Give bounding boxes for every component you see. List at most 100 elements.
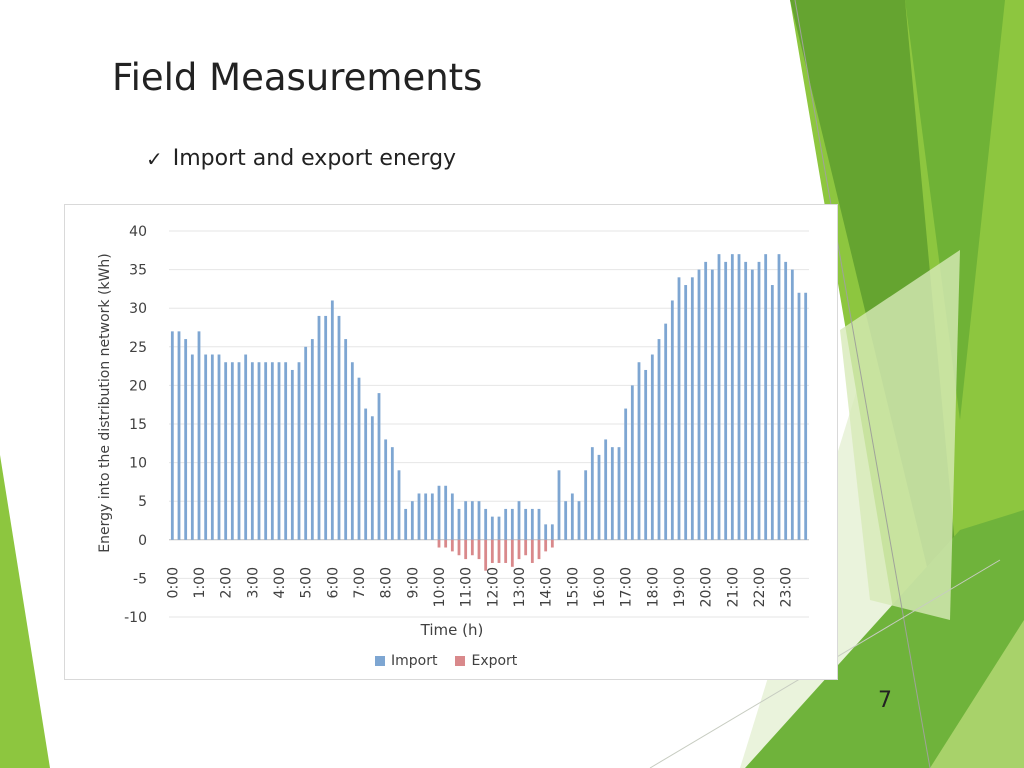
x-tick-label: 1:00 [192, 567, 208, 598]
import-bar [744, 261, 748, 540]
import-bar [270, 362, 274, 540]
import-bar [577, 501, 581, 540]
export-bar [524, 539, 528, 556]
y-tick-label: 10 [129, 456, 147, 472]
import-bar [690, 277, 694, 540]
x-tick-label: 23:00 [779, 567, 795, 607]
import-bar [490, 516, 494, 540]
import-bar [450, 493, 454, 540]
import-bar [304, 346, 308, 540]
import-bar [364, 408, 368, 540]
page-number: 7 [878, 688, 892, 713]
legend-label-import: Import [391, 653, 438, 669]
import-bar [177, 331, 181, 540]
x-tick-label: 8:00 [379, 567, 395, 598]
import-bar [684, 285, 688, 540]
import-bar [610, 447, 614, 540]
bar-chart: 40 35 30 25 20 15 10 5 0 -5 -10 0:00 1:00 2:00 3:00 4:0… [124, 224, 809, 626]
legend-swatch-import [375, 656, 385, 666]
bullet-text: Import and export energy [172, 146, 457, 171]
import-bar [550, 524, 554, 540]
import-bar [464, 501, 468, 540]
export-bar [530, 539, 534, 563]
import-bar [564, 501, 568, 540]
import-bar [590, 447, 594, 540]
import-bar [797, 292, 801, 540]
export-bar [497, 539, 501, 563]
x-tick-label: 12:00 [485, 567, 501, 607]
import-bar [317, 315, 321, 540]
import-bar [710, 269, 714, 540]
import-bar [584, 470, 588, 540]
y-tick-label: 20 [129, 378, 147, 394]
export-bar [477, 539, 481, 560]
x-tick-label: 7:00 [352, 567, 368, 598]
y-tick-label: 25 [129, 340, 147, 356]
import-bar [657, 339, 661, 540]
import-bar [724, 261, 728, 540]
x-tick-label: 11:00 [459, 567, 475, 607]
import-bar [437, 485, 441, 540]
import-bar [617, 447, 621, 540]
import-bar [170, 331, 174, 540]
x-tick-label: 6:00 [325, 567, 341, 598]
y-tick-label: 0 [138, 533, 147, 549]
import-bar [510, 508, 514, 540]
import-bar [764, 254, 768, 540]
import-bar [344, 339, 348, 540]
legend-swatch-export [455, 656, 466, 666]
import-bar [204, 354, 208, 540]
bullet-item: ✓ Import and export energy [146, 146, 456, 171]
legend-item-import: Import [375, 653, 437, 669]
import-bar [570, 493, 574, 540]
import-bar [264, 362, 268, 540]
chart-container: 40 35 30 25 20 15 10 5 0 -5 -10 0:00 1:00 2:00 3:00 4:0… [64, 204, 838, 680]
export-bar [484, 539, 488, 571]
x-tick-label: 21:00 [725, 567, 741, 607]
import-bar [650, 354, 654, 540]
import-bar [524, 508, 528, 540]
import-bar [790, 269, 794, 540]
import-bar [410, 501, 414, 540]
x-tick-label: 13:00 [512, 567, 528, 607]
import-bar [390, 447, 394, 540]
import-bar [310, 339, 314, 540]
import-bar [717, 254, 721, 540]
export-bar [544, 539, 548, 552]
import-bar [750, 269, 754, 540]
import-bar [470, 501, 474, 540]
y-tick-label: 15 [129, 417, 147, 433]
import-bar [677, 277, 681, 540]
import-bar [417, 493, 421, 540]
x-tick-label: 9:00 [405, 567, 421, 598]
import-bar [337, 315, 341, 540]
import-bar [210, 354, 214, 540]
x-tick-label: 17:00 [619, 567, 635, 607]
import-bar [557, 470, 561, 540]
import-bar [457, 508, 461, 540]
import-bar [737, 254, 741, 540]
x-tick-label: 18:00 [645, 567, 661, 607]
import-bar [397, 470, 401, 540]
import-bar [484, 508, 488, 540]
slide-title: Field Measurements [112, 56, 483, 99]
import-bar [544, 524, 548, 540]
import-bar [637, 362, 641, 540]
import-bar [757, 261, 761, 540]
import-bar [297, 362, 301, 540]
y-tick-label: 40 [129, 224, 147, 240]
x-tick-label: 15:00 [565, 567, 581, 607]
import-bar [664, 323, 668, 540]
import-bar [237, 362, 241, 540]
import-bar [230, 362, 234, 540]
y-tick-label: 5 [138, 494, 147, 510]
export-bar [444, 539, 448, 548]
export-bar [550, 539, 554, 548]
import-bar [530, 508, 534, 540]
import-bar [604, 439, 608, 540]
x-tick-label: 20:00 [699, 567, 715, 607]
import-bar [704, 261, 708, 540]
import-bar [430, 493, 434, 540]
import-bar [330, 300, 334, 540]
x-tick-label: 5:00 [299, 567, 315, 598]
